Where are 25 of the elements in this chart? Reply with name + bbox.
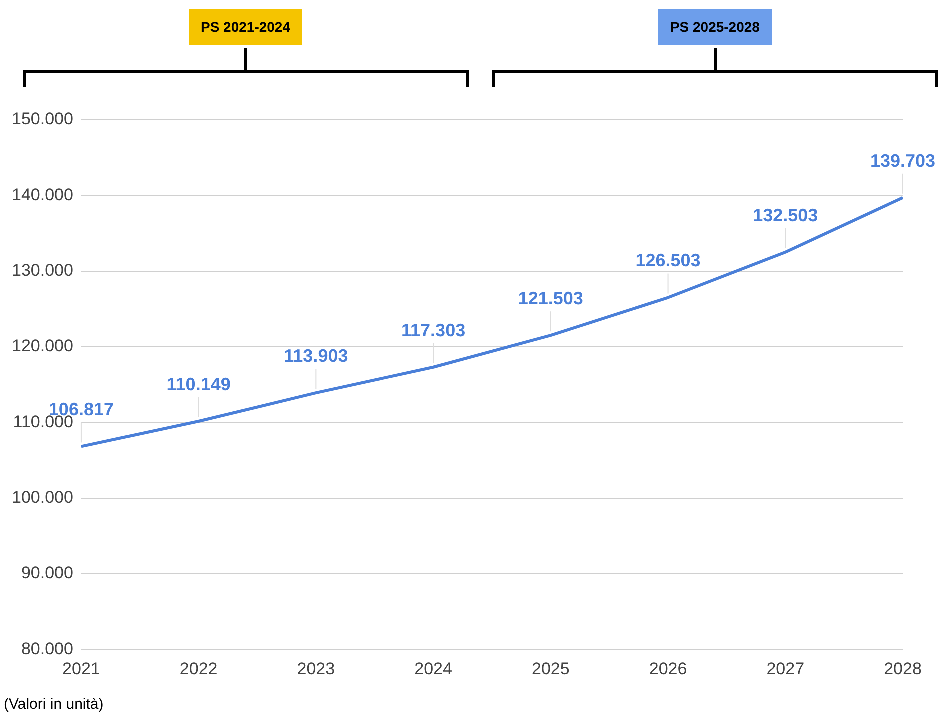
text: (Valori in unità) — [4, 696, 104, 713]
x-tick-label: 2023 — [297, 659, 336, 678]
y-tick-label: 90.000 — [21, 564, 74, 583]
y-tick-label: 100.000 — [12, 488, 74, 507]
y-tick-label: 80.000 — [21, 639, 74, 658]
x-tick-label: 2025 — [532, 659, 570, 678]
data-label: 132.503 — [753, 205, 818, 226]
x-tick-label: 2026 — [649, 659, 688, 678]
x-tick-label: 2021 — [62, 659, 100, 678]
data-label: 139.703 — [870, 150, 936, 171]
x-tick-label: 2022 — [180, 659, 218, 678]
x-tick-label: 2027 — [766, 659, 805, 678]
y-tick-label: 120.000 — [12, 336, 74, 356]
text: PS 2025-2028 — [658, 9, 772, 45]
data-label: 117.303 — [402, 320, 466, 340]
data-label: 121.503 — [518, 288, 584, 309]
data-label: 113.903 — [284, 346, 348, 366]
x-tick-label: 2024 — [414, 659, 452, 678]
data-label: 110.149 — [166, 374, 231, 394]
y-tick-label: 140.000 — [12, 185, 74, 204]
y-tick-label: 130.000 — [12, 261, 74, 280]
text: PS 2021-2024 — [188, 9, 303, 45]
y-tick-label: 150.000 — [12, 110, 74, 129]
data-label: 126.503 — [636, 250, 701, 271]
x-tick-label: 2028 — [884, 659, 922, 678]
